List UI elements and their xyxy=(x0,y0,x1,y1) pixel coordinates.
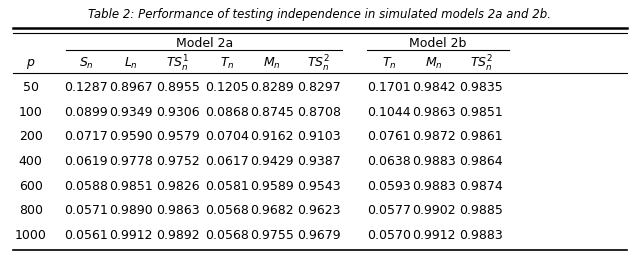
Text: 0.0593: 0.0593 xyxy=(367,179,411,193)
Text: 0.9826: 0.9826 xyxy=(156,179,200,193)
Text: 0.8955: 0.8955 xyxy=(156,81,200,94)
Text: 0.9306: 0.9306 xyxy=(156,105,200,119)
Text: 100: 100 xyxy=(19,105,43,119)
Text: 0.9543: 0.9543 xyxy=(297,179,340,193)
Text: 0.9755: 0.9755 xyxy=(250,229,294,242)
Text: 0.9778: 0.9778 xyxy=(109,155,153,168)
Text: 0.8967: 0.8967 xyxy=(109,81,153,94)
Text: 0.9429: 0.9429 xyxy=(250,155,294,168)
Text: 0.9861: 0.9861 xyxy=(460,130,503,143)
Text: 0.9902: 0.9902 xyxy=(412,204,456,217)
Text: 0.9682: 0.9682 xyxy=(250,204,294,217)
Text: 0.1205: 0.1205 xyxy=(205,81,249,94)
Text: 0.0588: 0.0588 xyxy=(65,179,108,193)
Text: Model 2b: Model 2b xyxy=(409,37,467,50)
Text: 0.8289: 0.8289 xyxy=(250,81,294,94)
Text: 0.9883: 0.9883 xyxy=(460,229,503,242)
Text: 0.0568: 0.0568 xyxy=(205,229,249,242)
Text: 0.8297: 0.8297 xyxy=(297,81,340,94)
Text: 0.8708: 0.8708 xyxy=(297,105,340,119)
Text: 1000: 1000 xyxy=(15,229,47,242)
Text: Model 2a: Model 2a xyxy=(175,37,233,50)
Text: 0.0581: 0.0581 xyxy=(205,179,249,193)
Text: $S_n$: $S_n$ xyxy=(79,56,94,71)
Text: 0.9589: 0.9589 xyxy=(250,179,294,193)
Text: 0.9752: 0.9752 xyxy=(156,155,200,168)
Text: 0.0619: 0.0619 xyxy=(65,155,108,168)
Text: 0.9579: 0.9579 xyxy=(156,130,200,143)
Text: $T_n$: $T_n$ xyxy=(220,56,234,71)
Text: 400: 400 xyxy=(19,155,43,168)
Text: 0.0571: 0.0571 xyxy=(65,204,108,217)
Text: 0.0570: 0.0570 xyxy=(367,229,411,242)
Text: $p$: $p$ xyxy=(26,57,35,70)
Text: 0.9349: 0.9349 xyxy=(109,105,153,119)
Text: 800: 800 xyxy=(19,204,43,217)
Text: $T_n$: $T_n$ xyxy=(382,56,396,71)
Text: $TS_n^2$: $TS_n^2$ xyxy=(470,54,493,74)
Text: 0.9851: 0.9851 xyxy=(109,179,153,193)
Text: $M_n$: $M_n$ xyxy=(263,56,281,71)
Text: 0.9912: 0.9912 xyxy=(412,229,456,242)
Text: 0.0868: 0.0868 xyxy=(205,105,249,119)
Text: 50: 50 xyxy=(23,81,38,94)
Text: 0.9162: 0.9162 xyxy=(250,130,294,143)
Text: 200: 200 xyxy=(19,130,43,143)
Text: 0.1044: 0.1044 xyxy=(367,105,411,119)
Text: 0.9864: 0.9864 xyxy=(460,155,503,168)
Text: 0.1287: 0.1287 xyxy=(65,81,108,94)
Text: 0.9851: 0.9851 xyxy=(460,105,503,119)
Text: 0.9890: 0.9890 xyxy=(109,204,153,217)
Text: 600: 600 xyxy=(19,179,43,193)
Text: 0.9103: 0.9103 xyxy=(297,130,340,143)
Text: 0.9679: 0.9679 xyxy=(297,229,340,242)
Text: 0.9912: 0.9912 xyxy=(109,229,153,242)
Text: 0.9387: 0.9387 xyxy=(297,155,340,168)
Text: 0.9863: 0.9863 xyxy=(156,204,200,217)
Text: Table 2: Performance of testing independence in simulated models 2a and 2b.: Table 2: Performance of testing independ… xyxy=(88,8,552,21)
Text: 0.9892: 0.9892 xyxy=(156,229,200,242)
Text: $TS_n^2$: $TS_n^2$ xyxy=(307,54,330,74)
Text: 0.0568: 0.0568 xyxy=(205,204,249,217)
Text: 0.0638: 0.0638 xyxy=(367,155,411,168)
Text: 0.0899: 0.0899 xyxy=(65,105,108,119)
Text: 0.9874: 0.9874 xyxy=(460,179,503,193)
Text: 0.0617: 0.0617 xyxy=(205,155,249,168)
Text: 0.1701: 0.1701 xyxy=(367,81,411,94)
Text: $M_n$: $M_n$ xyxy=(425,56,443,71)
Text: 0.9623: 0.9623 xyxy=(297,204,340,217)
Text: 0.9590: 0.9590 xyxy=(109,130,153,143)
Text: 0.9835: 0.9835 xyxy=(460,81,503,94)
Text: $TS_n^1$: $TS_n^1$ xyxy=(166,54,189,74)
Text: 0.0577: 0.0577 xyxy=(367,204,411,217)
Text: 0.9885: 0.9885 xyxy=(460,204,503,217)
Text: 0.9883: 0.9883 xyxy=(412,155,456,168)
Text: 0.9842: 0.9842 xyxy=(412,81,456,94)
Text: 0.9883: 0.9883 xyxy=(412,179,456,193)
Text: 0.0561: 0.0561 xyxy=(65,229,108,242)
Text: 0.0704: 0.0704 xyxy=(205,130,249,143)
Text: 0.0761: 0.0761 xyxy=(367,130,411,143)
Text: 0.8745: 0.8745 xyxy=(250,105,294,119)
Text: 0.9872: 0.9872 xyxy=(412,130,456,143)
Text: 0.0717: 0.0717 xyxy=(65,130,108,143)
Text: 0.9863: 0.9863 xyxy=(412,105,456,119)
Text: $L_n$: $L_n$ xyxy=(124,56,138,71)
